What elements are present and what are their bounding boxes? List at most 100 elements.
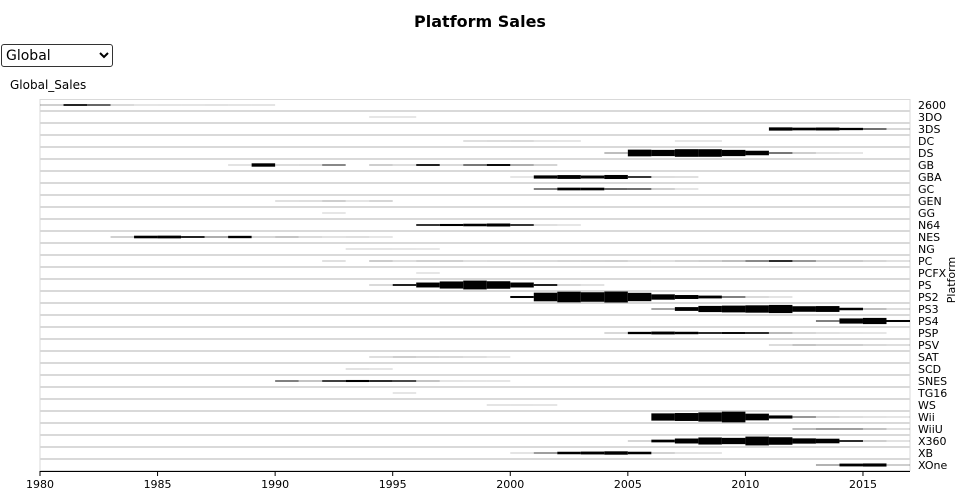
row-band: [39, 387, 911, 399]
row-band: [39, 327, 911, 339]
row-band: [39, 195, 911, 207]
x-tick-label: 2000: [496, 478, 524, 491]
bar: [627, 188, 652, 190]
bar: [721, 411, 746, 423]
bar: [862, 344, 887, 346]
bar: [792, 152, 816, 154]
bar: [322, 212, 346, 214]
bar: [768, 344, 793, 346]
bar: [604, 174, 628, 180]
bar: [369, 284, 393, 286]
bar: [486, 281, 511, 289]
bar: [134, 235, 158, 239]
bar: [862, 332, 887, 334]
row-band: [39, 363, 911, 375]
bar: [792, 416, 816, 418]
bar: [416, 282, 440, 288]
bar: [839, 463, 863, 467]
bar: [463, 380, 487, 382]
bar: [815, 152, 840, 154]
bar: [557, 175, 581, 179]
bar: [439, 281, 464, 289]
bar: [604, 451, 628, 455]
bar: [557, 291, 581, 303]
bar: [510, 164, 534, 166]
bar: [580, 284, 605, 286]
x-tick-label: 1985: [144, 478, 172, 491]
bar: [721, 437, 746, 445]
bar: [839, 152, 863, 154]
bar: [721, 332, 746, 334]
bar: [181, 104, 205, 106]
bar: [510, 295, 534, 299]
bar: [839, 416, 863, 418]
bar: [698, 149, 722, 157]
bar: [463, 223, 487, 227]
bar: [745, 413, 769, 421]
bar: [533, 188, 558, 190]
bar: [557, 284, 581, 286]
bar: [416, 272, 440, 274]
bar: [392, 116, 417, 118]
platform-label: WiiU: [918, 423, 943, 436]
platform-label: WS: [918, 399, 936, 412]
bar: [792, 306, 816, 312]
bar: [486, 260, 511, 262]
bar: [698, 260, 722, 262]
platform-label: GEN: [918, 195, 942, 208]
bar: [580, 175, 605, 179]
row-band: [39, 171, 911, 183]
bar: [815, 320, 840, 322]
platform-label: XB: [918, 447, 933, 460]
bar: [486, 356, 511, 358]
platform-label: TG16: [917, 387, 947, 400]
bar: [416, 260, 440, 262]
bar: [533, 140, 558, 142]
bar: [322, 380, 346, 382]
bar: [557, 224, 581, 226]
platform-label: PS2: [918, 291, 939, 304]
bar: [698, 305, 722, 313]
y-axis-label: Global_Sales: [10, 78, 87, 92]
bar: [298, 200, 323, 202]
bar: [862, 308, 887, 310]
row-band: [39, 111, 911, 123]
bar: [674, 331, 699, 335]
bar: [298, 380, 323, 382]
bar: [674, 176, 699, 178]
bar: [557, 140, 581, 142]
bar: [322, 236, 346, 238]
bar: [204, 236, 229, 238]
platform-label: GBA: [918, 171, 942, 184]
row-band: [39, 423, 911, 435]
bar: [698, 412, 722, 422]
bar: [510, 260, 534, 262]
bar: [886, 464, 910, 466]
row-band: [39, 315, 911, 327]
bar: [815, 438, 840, 444]
bar: [768, 332, 793, 334]
region-dropdown[interactable]: Global: [1, 44, 113, 67]
x-tick-label: 1980: [26, 478, 54, 491]
bar: [651, 260, 675, 262]
platform-label: Wii: [918, 411, 935, 424]
bar: [886, 308, 910, 310]
bar: [651, 452, 675, 454]
bar: [721, 296, 746, 298]
bar: [87, 104, 111, 106]
bar: [463, 140, 487, 142]
bar: [886, 344, 910, 346]
bar: [275, 164, 299, 166]
platform-label: DS: [918, 147, 933, 160]
bar: [557, 187, 581, 191]
bar: [557, 451, 581, 455]
bar: [533, 164, 558, 166]
bar: [886, 128, 910, 130]
row-band: [39, 207, 911, 219]
bar: [815, 428, 840, 430]
bar: [463, 280, 487, 290]
platform-label: GB: [918, 159, 934, 172]
bar: [886, 319, 910, 323]
platform-label: PSV: [918, 339, 940, 352]
row-band: [39, 231, 911, 243]
